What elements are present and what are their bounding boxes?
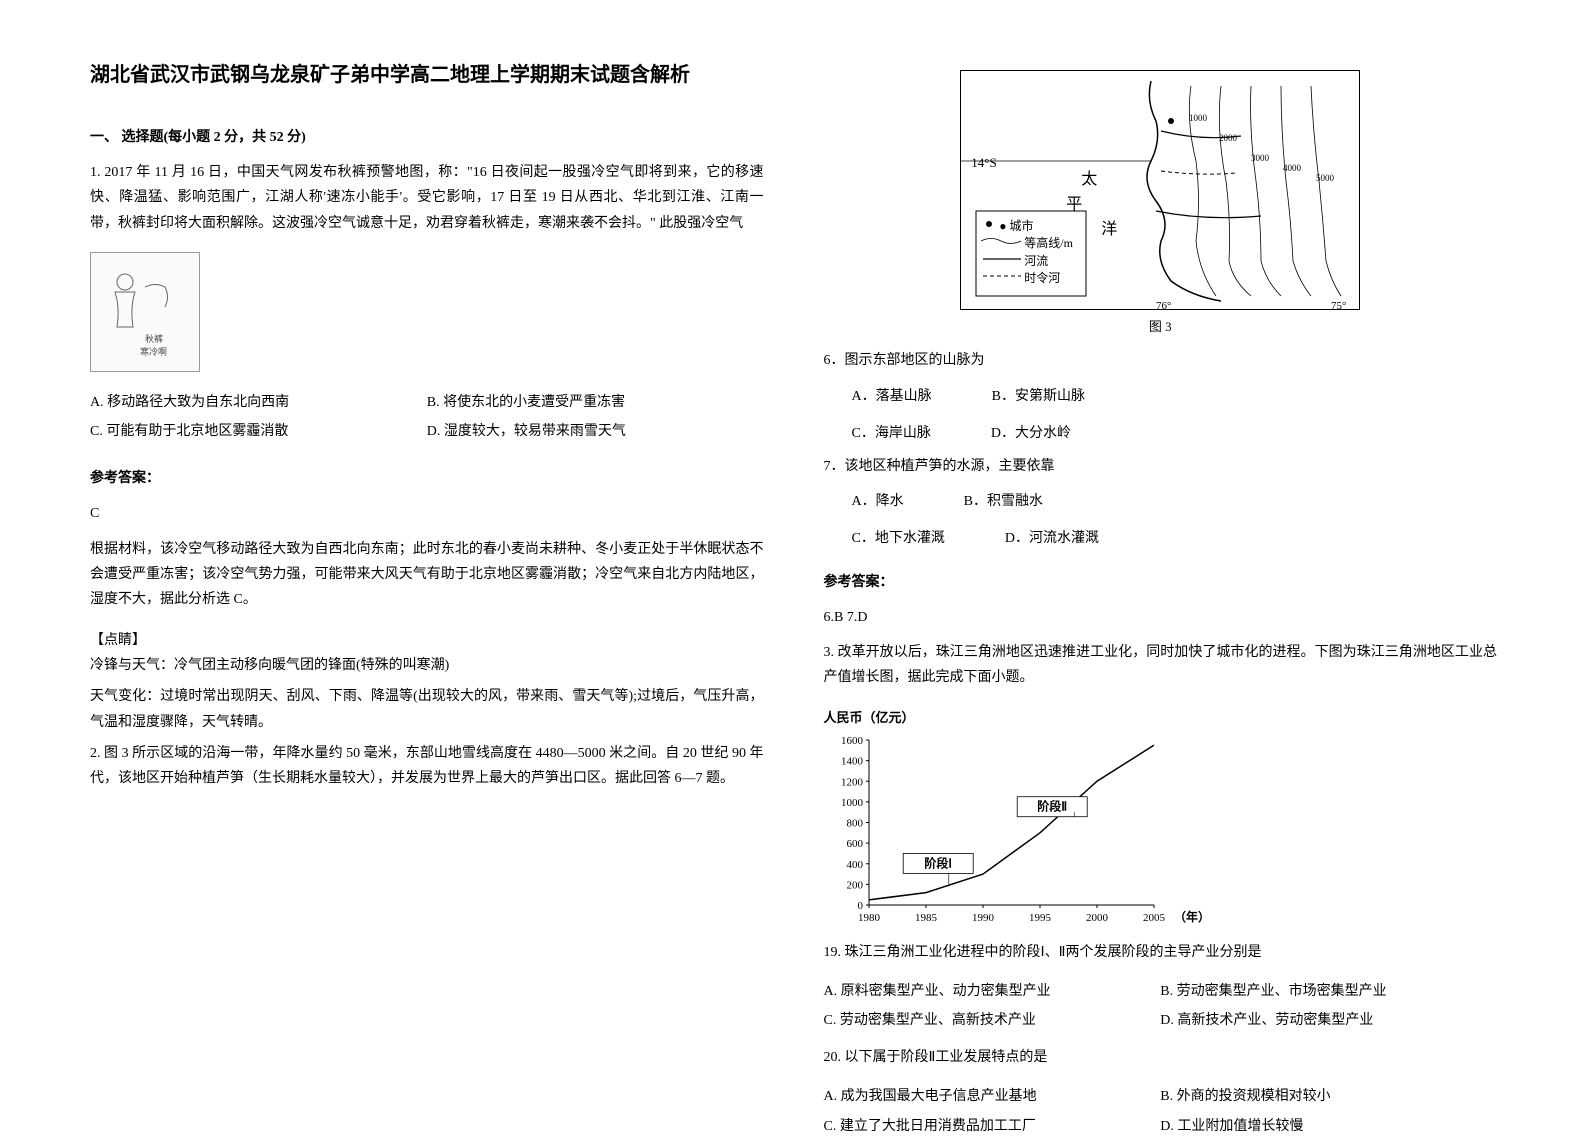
svg-text:1980: 1980 — [858, 912, 881, 924]
q19-opt-d: D. 高新技术产业、劳动密集型产业 — [1160, 1008, 1497, 1033]
svg-text:1995: 1995 — [1029, 912, 1052, 924]
q6-opt-d: D．大分水岭 — [991, 421, 1071, 446]
legend-seasonal: 时令河 — [1024, 268, 1060, 290]
q6-opt-a: A．落基山脉 — [852, 384, 932, 409]
right-column: 1000 2000 3000 4000 5000 — [824, 60, 1498, 1062]
q7-opt-a: A．降水 — [852, 489, 904, 514]
q6-text: 6．图示东部地区的山脉为 — [824, 348, 1498, 373]
svg-text:76°: 76° — [1156, 300, 1171, 311]
svg-text:0: 0 — [857, 900, 863, 912]
svg-text:600: 600 — [846, 838, 863, 850]
q2-answer-label: 参考答案： — [824, 570, 1498, 595]
q20-opt-a: A. 成为我国最大电子信息产业基地 — [824, 1084, 1161, 1109]
q19-opt-a: A. 原料密集型产业、动力密集型产业 — [824, 979, 1161, 1004]
svg-text:75°: 75° — [1331, 300, 1346, 311]
q3-chart: 人民币（亿元） 0 200 400 600 800 1000 1200 1400 1600 198… — [824, 706, 1498, 929]
q1-cartoon-image: 秋裤 寒冷啊 — [90, 252, 200, 372]
svg-text:2005: 2005 — [1143, 912, 1166, 924]
q1-explain: 根据材料，该冷空气移动路径大致为自西北向东南；此时东北的春小麦尚未耕种、冬小麦正… — [90, 537, 764, 613]
map-caption: 图 3 — [824, 315, 1498, 338]
q1-hint-label: 【点睛】 — [90, 628, 764, 653]
q1-opt-b: B. 将使东北的小麦遭受严重冻害 — [427, 390, 764, 415]
q2-answer: 6.B 7.D — [824, 605, 1498, 630]
svg-text:1985: 1985 — [915, 912, 938, 924]
q7-row2: C．地下水灌溉 D．河流水灌溉 — [824, 526, 1498, 555]
svg-text:400: 400 — [846, 858, 863, 870]
q1-hint1: 冷锋与天气：冷气团主动移向暖气团的锋面(特殊的叫寒潮) — [90, 653, 764, 678]
q1-opt-d: D. 湿度较大，较易带来雨雪天气 — [427, 419, 764, 444]
q19-opt-c: C. 劳动密集型产业、高新技术产业 — [824, 1008, 1161, 1033]
svg-text:1000: 1000 — [841, 797, 864, 809]
svg-text:秋裤: 秋裤 — [145, 333, 163, 344]
q1-hint2: 天气变化：过境时常出现阴天、刮风、下雨、降温等(出现较大的风，带来雨、雪天气等)… — [90, 684, 764, 734]
svg-text:1400: 1400 — [841, 755, 864, 767]
svg-text:800: 800 — [846, 817, 863, 829]
q1-text: 1. 2017 年 11 月 16 日，中国天气网发布秋裤预警地图，称："16 … — [90, 160, 764, 236]
q6-opt-b: B．安第斯山脉 — [992, 384, 1085, 409]
q7-opt-c: C．地下水灌溉 — [852, 526, 945, 551]
svg-text:4000: 4000 — [1283, 163, 1302, 173]
q19-opt-b: B. 劳动密集型产业、市场密集型产业 — [1160, 979, 1497, 1004]
q6-opt-c: C．海岸山脉 — [852, 421, 931, 446]
svg-text:1000: 1000 — [1189, 113, 1208, 123]
q2-text: 2. 图 3 所示区域的沿海一带，年降水量约 50 毫米，东部山地雪线高度在 4… — [90, 741, 764, 791]
q7-opt-b: B．积雪融水 — [964, 489, 1043, 514]
q20-options: A. 成为我国最大电子信息产业基地 B. 外商的投资规模相对较小 C. 建立了大… — [824, 1084, 1498, 1142]
svg-text:1600: 1600 — [841, 735, 864, 747]
q20-opt-c: C. 建立了大批日用消费品加工工厂 — [824, 1114, 1161, 1139]
chart-svg: 0 200 400 600 800 1000 1200 1400 1600 1980 1985 199… — [824, 730, 1204, 930]
svg-text:1200: 1200 — [841, 776, 864, 788]
svg-text:（年）: （年） — [1174, 909, 1204, 924]
q6-row2: C．海岸山脉 D．大分水岭 — [824, 421, 1498, 450]
svg-text:5000: 5000 — [1316, 173, 1335, 183]
map-lat-label: 14°S — [971, 151, 996, 174]
q7-opt-d: D．河流水灌溉 — [1005, 526, 1099, 551]
q20-text: 20. 以下属于阶段Ⅱ工业发展特点的是 — [824, 1045, 1498, 1070]
q1-answer: C — [90, 501, 764, 526]
svg-text:200: 200 — [846, 879, 863, 891]
q1-opt-c: C. 可能有助于北京地区雾霾消散 — [90, 419, 427, 444]
chart-ylabel: 人民币（亿元） — [824, 706, 1498, 729]
left-column: 湖北省武汉市武钢乌龙泉矿子弟中学高二地理上学期期末试题含解析 一、 选择题(每小… — [90, 60, 764, 1062]
q1-opt-a: A. 移动路径大致为自东北向西南 — [90, 390, 427, 415]
q19-text: 19. 珠江三角洲工业化进程中的阶段Ⅰ、Ⅱ两个发展阶段的主导产业分别是 — [824, 940, 1498, 965]
q7-text: 7．该地区种植芦笋的水源，主要依靠 — [824, 454, 1498, 479]
q19-options: A. 原料密集型产业、动力密集型产业 B. 劳动密集型产业、市场密集型产业 C.… — [824, 979, 1498, 1037]
q6-row1: A．落基山脉 B．安第斯山脉 — [824, 384, 1498, 413]
map-ocean2: 平 — [1066, 191, 1082, 220]
map-box: 1000 2000 3000 4000 5000 — [960, 70, 1360, 310]
q20-opt-b: B. 外商的投资规模相对较小 — [1160, 1084, 1497, 1109]
svg-text:1990: 1990 — [972, 912, 995, 924]
svg-text:阶段Ⅱ: 阶段Ⅱ — [1037, 798, 1067, 813]
q7-row1: A．降水 B．积雪融水 — [824, 489, 1498, 518]
svg-text:2000: 2000 — [1086, 912, 1109, 924]
q20-opt-d: D. 工业附加值增长较慢 — [1160, 1114, 1497, 1139]
q2-map-figure: 1000 2000 3000 4000 5000 — [824, 70, 1498, 338]
q3-text: 3. 改革开放以后，珠江三角洲地区迅速推进工业化，同时加快了城市化的进程。下图为… — [824, 640, 1498, 690]
svg-text:寒冷啊: 寒冷啊 — [140, 346, 167, 357]
section-header: 一、 选择题(每小题 2 分，共 52 分) — [90, 125, 764, 150]
svg-text:阶段Ⅰ: 阶段Ⅰ — [924, 855, 952, 870]
q1-answer-label: 参考答案： — [90, 466, 764, 491]
map-ocean3: 洋 — [1101, 216, 1117, 245]
svg-text:3000: 3000 — [1251, 153, 1270, 163]
document-title: 湖北省武汉市武钢乌龙泉矿子弟中学高二地理上学期期末试题含解析 — [90, 60, 764, 90]
q1-options: A. 移动路径大致为自东北向西南 B. 将使东北的小麦遭受严重冻害 C. 可能有… — [90, 390, 764, 448]
map-ocean1: 太 — [1081, 166, 1097, 195]
